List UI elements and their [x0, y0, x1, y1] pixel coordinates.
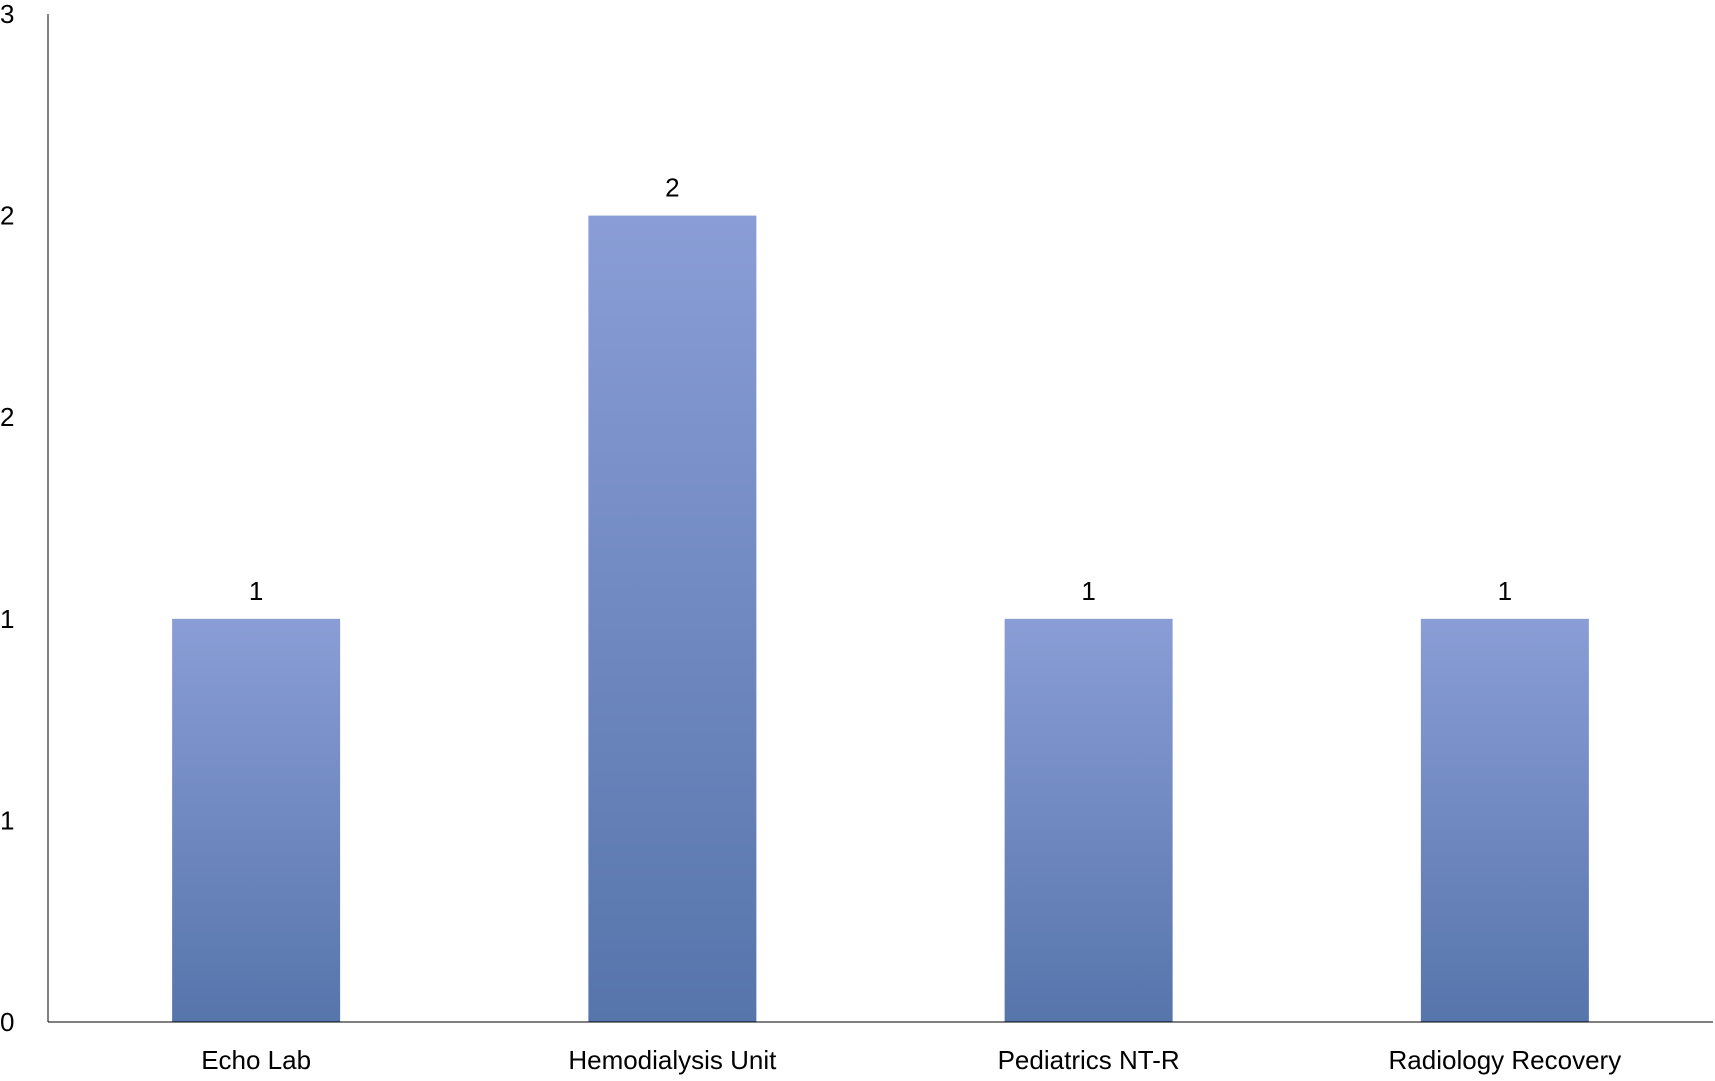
y-tick-label: 3 — [0, 0, 14, 29]
x-axis-labels: Echo Lab Hemodialysis Unit Pediatrics NT-R… — [201, 1045, 1621, 1075]
bar-data-label: 1 — [1081, 576, 1095, 606]
y-tick-label: 1 — [0, 805, 14, 835]
bar-data-label: 1 — [1498, 576, 1512, 606]
y-tick-label: 2 — [0, 402, 14, 432]
data-labels: 1 2 1 1 — [249, 173, 1512, 606]
x-category-label: Echo Lab — [201, 1045, 311, 1075]
x-category-label: Radiology Recovery — [1389, 1045, 1622, 1075]
y-tick-label: 0 — [0, 1007, 14, 1037]
x-category-label: Pediatrics NT-R — [998, 1045, 1180, 1075]
bars — [172, 215, 1589, 1023]
bar — [588, 215, 757, 1023]
bar — [172, 618, 341, 1022]
bar-data-label: 2 — [665, 173, 679, 203]
y-axis-ticks: 0 1 1 2 2 3 — [0, 0, 14, 1037]
bar — [1420, 618, 1589, 1022]
bar-data-label: 1 — [249, 576, 263, 606]
y-tick-label: 1 — [0, 604, 14, 634]
y-tick-label: 2 — [0, 201, 14, 231]
bar — [1004, 618, 1173, 1022]
x-category-label: Hemodialysis Unit — [568, 1045, 777, 1075]
